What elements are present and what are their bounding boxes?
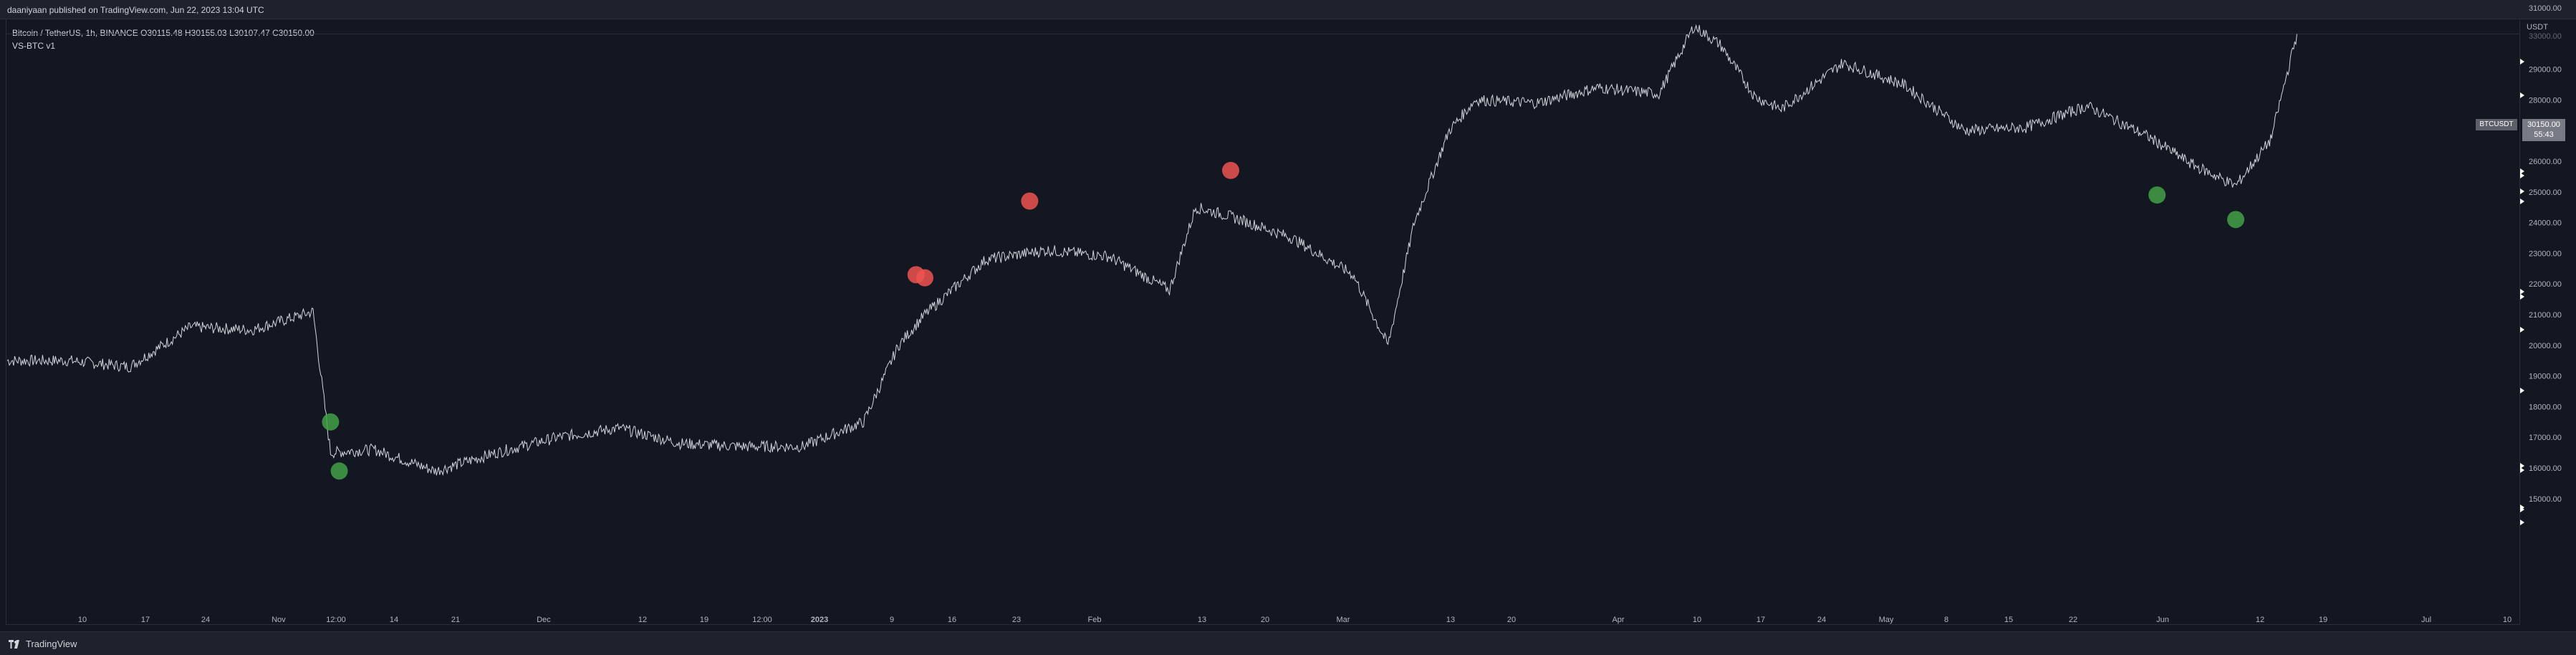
price-axis-label: 29000.00: [2529, 66, 2562, 75]
price-axis-label: 21000.00: [2529, 311, 2562, 320]
bar-countdown: 55:43: [2534, 130, 2554, 139]
symbol-badge: BTCUSDT: [2476, 119, 2517, 130]
chart-pane[interactable]: [6, 19, 2520, 625]
time-axis[interactable]: 10 17 24 Nov 12:00 14 21 Dec 12 19 12:00 2023 9 16 23 F…: [78, 616, 2512, 624]
time-axis-label: 12: [638, 616, 647, 624]
time-axis-label: 24: [1817, 616, 1826, 624]
current-price-value: 30150.00: [2527, 120, 2560, 129]
time-axis-label: 12:00: [326, 616, 346, 624]
time-axis-label: 20: [1261, 616, 1269, 624]
price-axis-label: 24000.00: [2529, 219, 2562, 228]
alert-marker-icon[interactable]: [2520, 168, 2524, 174]
time-axis-label: Nov: [271, 616, 286, 624]
price-axis-label: 15000.00: [2529, 495, 2562, 504]
time-axis-label: 14: [390, 616, 398, 624]
tradingview-logo-icon: [9, 639, 21, 649]
buy-signal-marker: [2227, 211, 2244, 229]
time-axis-label: 2023: [811, 616, 828, 624]
price-line: [6, 24, 2297, 477]
time-axis-label: 17: [1756, 616, 1765, 624]
time-axis-label: 19: [2319, 616, 2327, 624]
price-axis-label: 26000.00: [2529, 158, 2562, 166]
alert-markers: [2520, 59, 2524, 525]
time-axis-label: 10: [78, 616, 87, 624]
alert-marker-icon[interactable]: [2520, 92, 2524, 98]
time-axis-label: 24: [201, 616, 210, 624]
alert-marker-icon[interactable]: [2520, 463, 2524, 469]
brand-name: TradingView: [26, 639, 77, 649]
symbol-info: Bitcoin / TetherUS, 1h, BINANCE O30115.4…: [12, 28, 314, 38]
tradingview-brand[interactable]: TradingView: [9, 639, 77, 649]
footer-bar: TradingView: [0, 631, 2576, 655]
alert-marker-icon[interactable]: [2520, 520, 2524, 525]
time-axis-label: 23: [1012, 616, 1021, 624]
price-axis-label: 23000.00: [2529, 249, 2562, 258]
time-axis-label: Jun: [2156, 616, 2169, 624]
time-axis-label: Feb: [1088, 616, 1102, 624]
sell-signal-marker: [1222, 161, 1239, 179]
time-axis-label: 8: [1944, 616, 1948, 624]
time-axis-label: Mar: [1337, 616, 1350, 624]
price-axis-label: 28000.00: [2529, 96, 2562, 105]
currency-label: USDT: [2527, 23, 2548, 32]
price-axis-label: 22000.00: [2529, 280, 2562, 289]
time-axis-label: Dec: [537, 616, 551, 624]
time-axis-label: 20: [1507, 616, 1516, 624]
alert-marker-icon[interactable]: [2520, 294, 2524, 300]
price-axis-label: 19000.00: [2529, 373, 2562, 381]
alert-marker-icon[interactable]: [2520, 507, 2524, 512]
publish-header: daaniyaan published on TradingView.com, …: [0, 0, 2576, 19]
alert-marker-icon[interactable]: [2520, 467, 2524, 473]
time-axis-label: 13: [1446, 616, 1455, 624]
buy-signal-marker: [330, 462, 348, 480]
time-axis-label: Jul: [2421, 616, 2431, 624]
time-axis-label: May: [1879, 616, 1894, 624]
time-axis-label: 13: [1198, 616, 1206, 624]
time-axis-label: 22: [2069, 616, 2077, 624]
price-axis-label: 31000.00: [2529, 4, 2562, 13]
alert-marker-icon[interactable]: [2520, 388, 2524, 393]
publish-text: daaniyaan published on TradingView.com, …: [7, 5, 264, 15]
time-axis-label: 21: [451, 616, 460, 624]
indicator-name[interactable]: VS-BTC v1: [12, 41, 56, 51]
price-axis-label: 16000.00: [2529, 464, 2562, 473]
signal-markers: [322, 161, 2244, 480]
price-axis-label: 20000.00: [2529, 342, 2562, 350]
buy-signal-marker: [322, 413, 340, 431]
chart-legend: Bitcoin / TetherUS, 1h, BINANCE O30115.4…: [12, 27, 314, 52]
alert-marker-icon[interactable]: [2520, 188, 2524, 194]
time-axis-label: 12: [2256, 616, 2264, 624]
current-price-tag: 30150.00 55:43: [2522, 119, 2565, 141]
time-axis-label: 10: [1693, 616, 1701, 624]
time-axis-label: Apr: [1612, 616, 1624, 624]
time-axis-label: 15: [2004, 616, 2013, 624]
alert-marker-icon[interactable]: [2520, 327, 2524, 333]
price-axis[interactable]: 33000.0032000.0031000.0029000.0028000.00…: [2529, 0, 2562, 504]
time-axis-label: 19: [700, 616, 708, 624]
alert-marker-icon[interactable]: [2520, 173, 2524, 178]
sell-signal-marker: [916, 269, 933, 287]
time-axis-label: 16: [948, 616, 956, 624]
price-axis-label: 25000.00: [2529, 188, 2562, 197]
time-axis-label: 10: [2503, 616, 2512, 624]
alert-marker-icon[interactable]: [2520, 59, 2524, 64]
alert-marker-icon[interactable]: [2520, 199, 2524, 204]
price-axis-label: 18000.00: [2529, 403, 2562, 411]
price-axis-label: 17000.00: [2529, 434, 2562, 442]
time-axis-label: 17: [141, 616, 150, 624]
buy-signal-marker: [2148, 186, 2166, 204]
time-axis-label: 12:00: [752, 616, 772, 624]
price-axis-label: 33000.00: [2529, 32, 2562, 41]
sell-signal-marker: [1021, 192, 1039, 210]
time-axis-label: 9: [890, 616, 894, 624]
alert-marker-icon[interactable]: [2520, 289, 2524, 295]
